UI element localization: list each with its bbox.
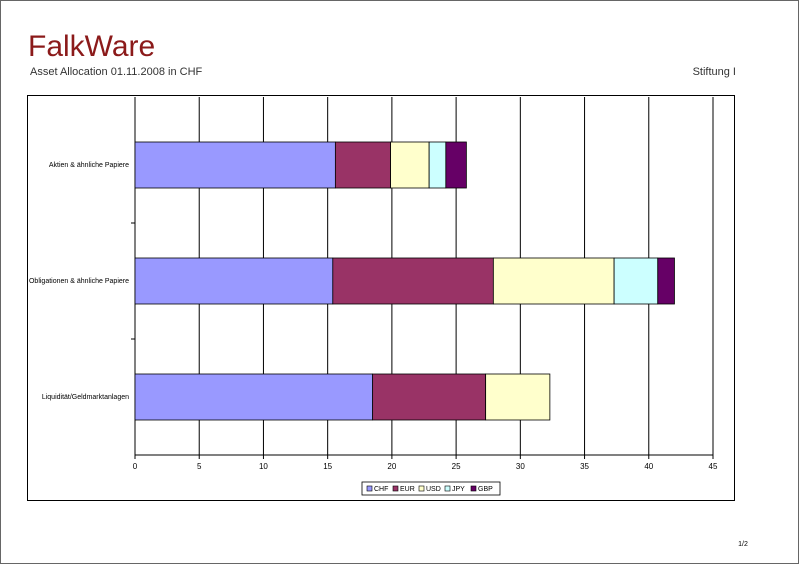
bar-segment bbox=[372, 373, 487, 421]
bar-segment bbox=[390, 141, 430, 189]
legend-swatch bbox=[444, 485, 451, 492]
legend-swatch bbox=[418, 485, 425, 492]
bar-segment bbox=[134, 257, 334, 305]
bar-segment bbox=[134, 373, 374, 421]
x-tick-label: 35 bbox=[580, 462, 589, 471]
bar-segment bbox=[428, 141, 447, 189]
x-tick-label: 0 bbox=[133, 462, 138, 471]
legend-label: CHF bbox=[374, 486, 388, 493]
subtitle: Asset Allocation 01.11.2008 in CHF bbox=[30, 66, 203, 78]
bar-segment bbox=[485, 373, 551, 421]
bar-segment bbox=[445, 141, 467, 189]
legend-label: JPY bbox=[452, 486, 465, 493]
legend-box bbox=[361, 481, 501, 496]
x-tick-label: 15 bbox=[323, 462, 332, 471]
legend-swatch bbox=[366, 485, 373, 492]
bar-segment bbox=[332, 257, 494, 305]
bar-segment bbox=[134, 141, 336, 189]
legend-swatch bbox=[470, 485, 477, 492]
x-tick-label: 30 bbox=[516, 462, 525, 471]
y-tick-label: Aktien & ähnliche Papiere bbox=[49, 162, 129, 169]
brand: FalkWare bbox=[28, 30, 155, 63]
bar-segment bbox=[492, 257, 615, 305]
legend-swatch bbox=[392, 485, 399, 492]
bar-segment bbox=[657, 257, 675, 305]
bar-segment bbox=[334, 141, 392, 189]
x-tick-label: 10 bbox=[259, 462, 268, 471]
legend-label: GBP bbox=[478, 486, 493, 493]
x-tick-label: 40 bbox=[644, 462, 653, 471]
x-tick-label: 25 bbox=[452, 462, 461, 471]
entity: Stiftung I bbox=[693, 66, 736, 78]
y-tick-label: Liquidität/Geldmarktanlagen bbox=[42, 394, 129, 401]
y-tick-label: Obligationen & ähnliche Papiere bbox=[29, 278, 129, 285]
x-tick-label: 5 bbox=[197, 462, 202, 471]
x-tick-label: 45 bbox=[709, 462, 718, 471]
legend-label: USD bbox=[426, 486, 441, 493]
legend-label: EUR bbox=[400, 486, 415, 493]
page-number: 1/2 bbox=[738, 541, 748, 548]
bar-segment bbox=[613, 257, 659, 305]
x-tick-label: 20 bbox=[387, 462, 396, 471]
